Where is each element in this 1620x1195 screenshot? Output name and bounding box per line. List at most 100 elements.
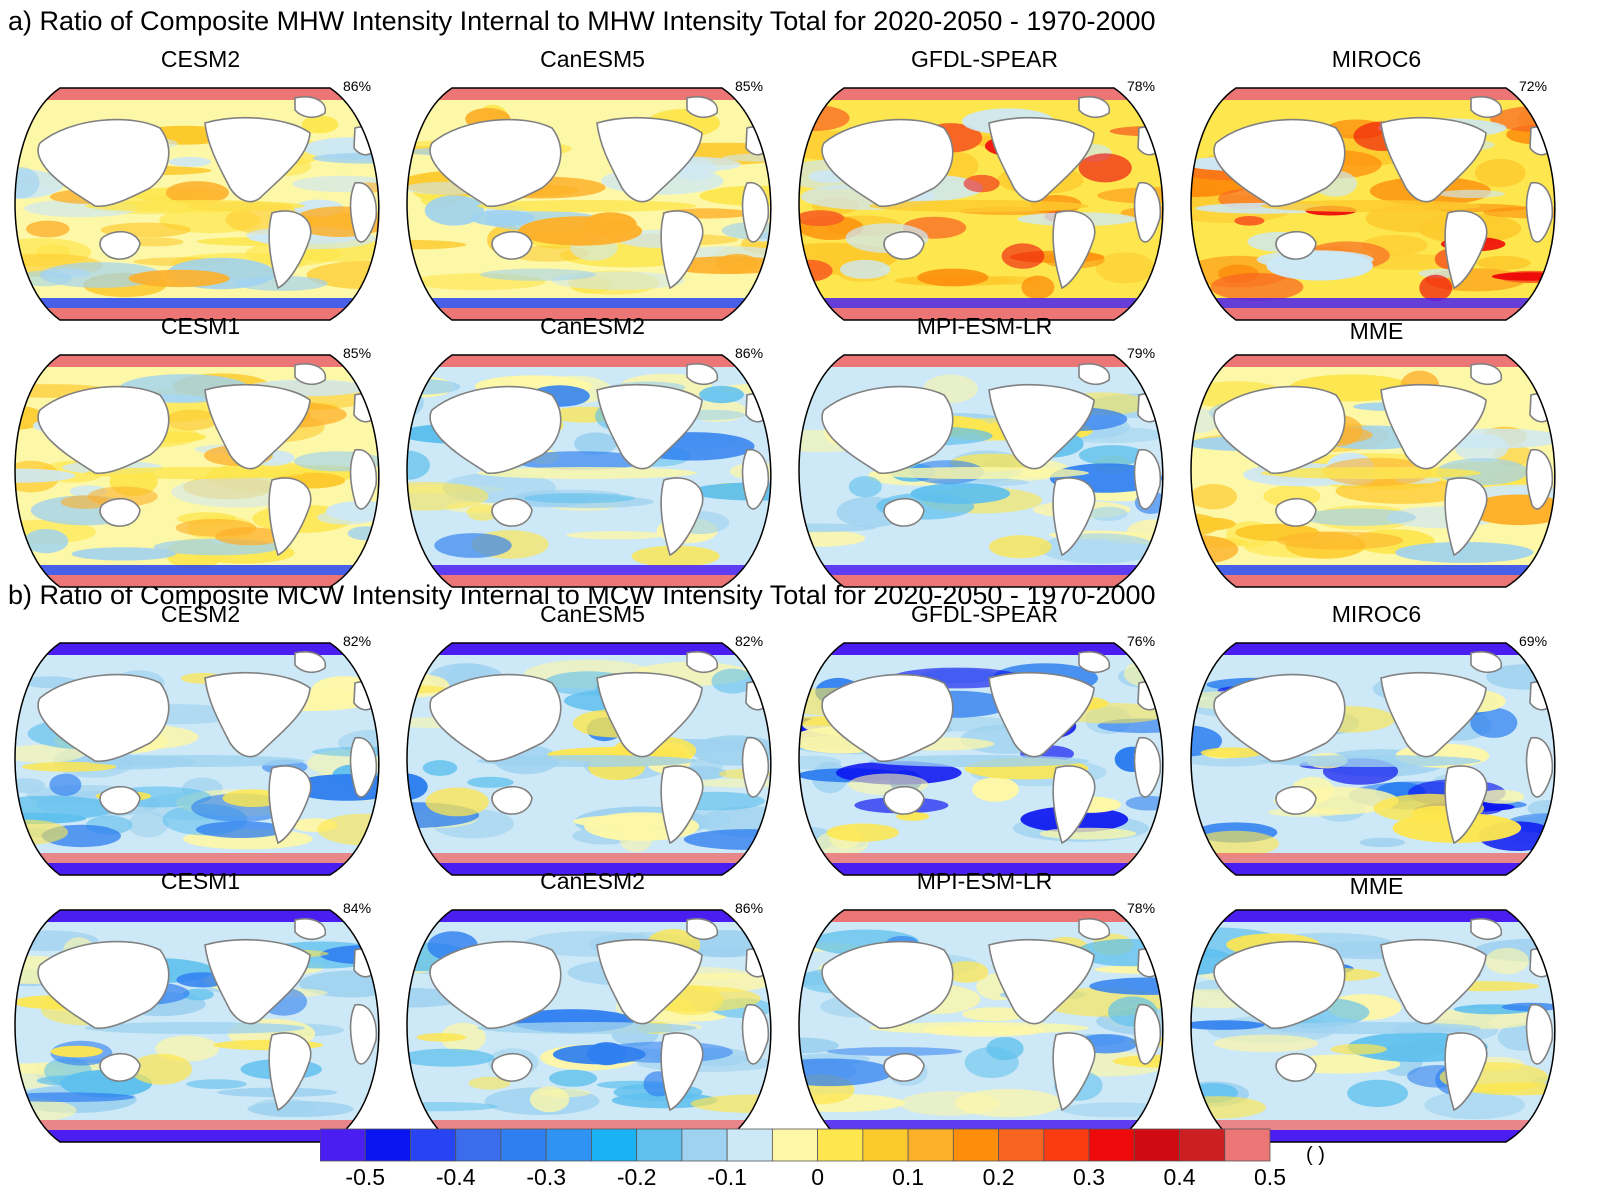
land-north-america bbox=[1380, 672, 1487, 758]
land-asia bbox=[821, 118, 954, 208]
land-greenland bbox=[686, 363, 718, 386]
land-europe bbox=[1137, 393, 1162, 423]
colorbar-tick-label: -0.2 bbox=[616, 1164, 657, 1190]
land-africa bbox=[1133, 182, 1162, 243]
panel-model-name: MIROC6 bbox=[1331, 46, 1422, 72]
land-greenland bbox=[686, 651, 718, 674]
colorbar-swatch bbox=[636, 1128, 683, 1162]
panel-percent: 82% bbox=[343, 633, 372, 649]
colorbar-tick-label: 0.3 bbox=[1073, 1164, 1106, 1190]
land-asia bbox=[429, 940, 562, 1030]
land-south-america bbox=[1052, 1032, 1096, 1112]
land-south-america bbox=[660, 765, 704, 845]
colorbar-swatch bbox=[817, 1128, 864, 1162]
colorbar-swatch bbox=[500, 1128, 547, 1162]
land-north-america bbox=[204, 939, 311, 1025]
panel-b-cesm1: CESM1 84% bbox=[8, 868, 393, 1150]
colorbar-swatch bbox=[771, 1128, 819, 1162]
land-south-america bbox=[268, 210, 312, 290]
land-africa bbox=[349, 737, 378, 798]
panel-percent: 84% bbox=[343, 900, 372, 916]
land-north-america bbox=[1380, 939, 1487, 1025]
panel-model-name: MME bbox=[1349, 873, 1404, 899]
land-africa bbox=[349, 1004, 378, 1065]
panel-b-mpi-esm-lr: MPI-ESM-LR 78% bbox=[792, 868, 1177, 1150]
land-north-america bbox=[988, 672, 1095, 758]
land-europe bbox=[1529, 948, 1554, 978]
land-asia bbox=[1213, 673, 1346, 763]
panel-percent: 78% bbox=[1127, 78, 1156, 94]
panel-b-cesm2: CESM2 82% bbox=[8, 601, 393, 883]
land-asia bbox=[429, 118, 562, 208]
land-north-america bbox=[596, 384, 703, 470]
land-europe bbox=[745, 393, 770, 423]
panel-b-canesm2: CanESM2 86% bbox=[400, 868, 785, 1150]
panel-percent: 85% bbox=[343, 345, 372, 361]
panel-b-gfdl-spear: GFDL-SPEAR 76% bbox=[792, 601, 1177, 883]
panel-percent: 78% bbox=[1127, 900, 1156, 916]
land-greenland bbox=[1078, 918, 1110, 941]
land-asia bbox=[37, 673, 170, 763]
panel-model-name: CanESM5 bbox=[540, 46, 645, 72]
panel-model-name: CESM1 bbox=[160, 313, 241, 339]
panel-percent: 69% bbox=[1519, 633, 1548, 649]
panel-percent: 76% bbox=[1127, 633, 1156, 649]
map-cesm1 bbox=[14, 909, 380, 1143]
map-canesm2 bbox=[406, 354, 772, 588]
land-europe bbox=[1529, 681, 1554, 711]
land-europe bbox=[353, 948, 378, 978]
panel-b-canesm5: CanESM5 82% bbox=[400, 601, 785, 883]
colorbar-swatch bbox=[1088, 1128, 1135, 1162]
land-europe bbox=[745, 681, 770, 711]
panel-percent: 85% bbox=[735, 78, 764, 94]
land-europe bbox=[1529, 126, 1554, 156]
land-europe bbox=[1137, 126, 1162, 156]
land-greenland bbox=[1470, 918, 1502, 941]
land-south-america bbox=[1444, 477, 1488, 557]
land-australia bbox=[99, 497, 141, 527]
colorbar-swatch bbox=[862, 1128, 909, 1162]
land-asia bbox=[1213, 385, 1346, 475]
land-europe bbox=[353, 126, 378, 156]
land-greenland bbox=[294, 918, 326, 941]
colorbar-swatch bbox=[952, 1128, 999, 1162]
land-greenland bbox=[686, 96, 718, 119]
land-south-america bbox=[268, 477, 312, 557]
land-south-america bbox=[660, 1032, 704, 1112]
panel-a-mme: MME bbox=[1184, 313, 1569, 595]
land-africa bbox=[1133, 1004, 1162, 1065]
land-north-america bbox=[596, 939, 703, 1025]
panel-model-name: CanESM2 bbox=[540, 313, 645, 339]
land-north-america bbox=[204, 384, 311, 470]
colorbar-swatch bbox=[907, 1128, 954, 1162]
land-greenland bbox=[686, 918, 718, 941]
map-miroc6 bbox=[1190, 642, 1556, 876]
map-canesm5 bbox=[406, 87, 772, 321]
land-asia bbox=[1213, 118, 1346, 208]
land-greenland bbox=[1078, 363, 1110, 386]
land-australia bbox=[491, 230, 533, 260]
panel-model-name: MME bbox=[1349, 318, 1404, 344]
land-greenland bbox=[1078, 651, 1110, 674]
land-australia bbox=[99, 1052, 141, 1082]
colorbar-swatch bbox=[591, 1128, 638, 1162]
map-cesm2 bbox=[14, 642, 380, 876]
land-north-america bbox=[596, 117, 703, 203]
map-miroc6 bbox=[1190, 87, 1556, 321]
land-south-america bbox=[1444, 1032, 1488, 1112]
colorbar-swatch bbox=[1224, 1128, 1271, 1162]
colorbar-tick-label: -0.1 bbox=[707, 1164, 747, 1190]
land-australia bbox=[99, 785, 141, 815]
land-africa bbox=[1525, 1004, 1554, 1065]
land-south-america bbox=[1052, 477, 1096, 557]
panel-model-name: CESM2 bbox=[160, 601, 241, 627]
colorbar-tick-label: 0.5 bbox=[1254, 1164, 1286, 1190]
colorbar-tick-label: 0.4 bbox=[1163, 1164, 1196, 1190]
colorbar-swatch bbox=[1043, 1128, 1090, 1162]
land-greenland bbox=[294, 651, 326, 674]
land-north-america bbox=[1380, 117, 1487, 203]
land-north-america bbox=[988, 117, 1095, 203]
land-north-america bbox=[204, 117, 311, 203]
colorbar-swatch bbox=[1179, 1128, 1226, 1162]
panel-a-canesm5: CanESM5 85% bbox=[400, 46, 785, 328]
